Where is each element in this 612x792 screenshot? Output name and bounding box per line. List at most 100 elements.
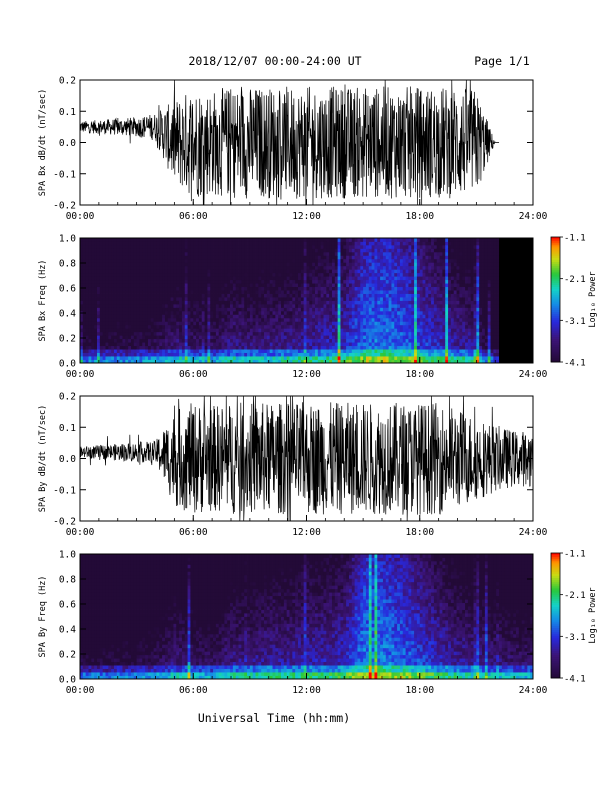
spectrogram-cell — [147, 276, 152, 281]
spectrogram-cell — [465, 300, 469, 305]
spectrogram-cell — [247, 335, 251, 340]
spectrogram-cell — [173, 244, 177, 249]
spectrogram-cell — [402, 314, 406, 319]
spectrogram-cell — [320, 258, 324, 263]
spectrogram-cell — [238, 321, 242, 326]
spectrogram-cell — [326, 290, 330, 294]
spectrogram-cell — [343, 251, 347, 256]
spectrogram-cell — [272, 321, 276, 326]
spectrogram-cell — [303, 269, 307, 274]
spectrogram-cell — [397, 307, 401, 312]
spectrogram-cell — [82, 349, 87, 353]
spectrogram-cell — [184, 349, 188, 353]
spectrogram-cell — [215, 335, 220, 340]
spectrogram-cell — [224, 349, 228, 353]
spectrogram-cell — [85, 269, 89, 274]
spectrogram-cell — [184, 258, 188, 263]
spectrogram-cell — [258, 244, 262, 249]
spectrogram-cell — [425, 293, 429, 298]
spectrogram-cell — [394, 303, 398, 308]
spectrogram-cell — [167, 251, 171, 256]
spectrogram-cell — [244, 241, 248, 246]
spectrogram-cell — [323, 317, 327, 322]
spectrogram-cell — [414, 297, 418, 301]
spectrogram-cell — [173, 276, 177, 281]
spectrogram-cell — [91, 251, 95, 256]
spectrogram-cell — [309, 328, 313, 333]
spectrogram-cell — [278, 321, 282, 326]
spectrogram-cell — [348, 324, 353, 329]
spectrogram-cell — [275, 297, 279, 301]
spectrogram-cell — [113, 328, 118, 333]
spectrogram-cell — [431, 251, 435, 256]
spectrogram-cell — [275, 307, 279, 312]
spectrogram-cell — [323, 307, 327, 312]
spectrogram-cell — [125, 262, 129, 267]
spectrogram-cell — [227, 328, 231, 333]
spectrogram-cell — [230, 310, 234, 315]
spectrogram-cell — [453, 338, 457, 343]
spectrogram-cell — [232, 293, 237, 298]
spectrogram-cell — [255, 297, 259, 301]
spectrogram-cell — [130, 251, 135, 256]
spectrogram-cell — [258, 262, 262, 267]
spectrogram-cell — [298, 349, 302, 353]
spectrogram-cell — [201, 331, 205, 336]
spectrogram-cell — [193, 293, 197, 298]
spectrogram-cell — [380, 297, 384, 301]
spectrogram-cell — [300, 269, 305, 274]
spectrogram-cell — [179, 248, 183, 253]
spectrogram-cell — [122, 293, 126, 298]
spectrogram-cell — [204, 272, 208, 277]
spectrogram-cell — [360, 276, 364, 281]
spectrogram-cell — [351, 331, 356, 336]
spectrogram-cell — [374, 272, 378, 277]
spectrogram-cell — [207, 352, 211, 357]
spectrogram-cell — [88, 314, 92, 319]
spectrogram-cell — [96, 342, 101, 347]
spectrogram-cell — [312, 352, 316, 357]
spectrogram-cell — [232, 338, 237, 343]
spectrogram-cell — [142, 310, 146, 315]
spectrogram-cell — [133, 248, 138, 253]
spectrogram-cell — [85, 238, 89, 242]
spectrogram-cell — [402, 331, 406, 336]
spectrogram-cell — [99, 262, 104, 267]
spectrogram-cell — [303, 244, 307, 249]
spectrogram-cell — [164, 293, 169, 298]
spectrogram-cell — [300, 265, 305, 270]
spectrogram-cell — [232, 342, 237, 347]
spectrogram-cell — [292, 272, 296, 277]
spectrogram-cell — [264, 262, 268, 267]
spectrogram-cell — [439, 307, 443, 312]
spectrogram-cell — [453, 255, 457, 260]
spectrogram-cell — [363, 286, 367, 291]
spectrogram-cell — [442, 272, 446, 277]
spectrogram-cell — [289, 300, 293, 305]
spectrogram-cell — [298, 324, 302, 329]
spectrogram-cell — [147, 255, 152, 260]
spectrogram-cell — [283, 244, 288, 249]
spectrogram-cell — [368, 238, 373, 242]
spectrogram-cell — [241, 342, 245, 347]
spectrogram-cell — [116, 241, 121, 246]
spectrogram-cell — [283, 272, 288, 277]
spectrogram-cell — [215, 286, 220, 291]
spectrogram-cell — [264, 300, 268, 305]
spectrogram-cell — [255, 317, 259, 322]
spectrogram-cell — [436, 248, 440, 253]
spectrogram-cell — [130, 321, 135, 326]
spectrogram-cell — [286, 297, 290, 301]
spectrogram-cell — [162, 317, 166, 322]
spectrogram-cell — [428, 269, 432, 274]
spectrogram-cell — [405, 345, 409, 350]
spectrogram-cell — [232, 269, 237, 274]
spectrogram-cell — [360, 262, 364, 267]
spectrogram-cell — [337, 349, 341, 353]
spectrogram-cell — [405, 269, 409, 274]
spectrogram-cell — [433, 262, 438, 267]
spectrogram-cell — [213, 331, 217, 336]
spectrogram-cell — [317, 248, 322, 253]
spectrogram-cell — [343, 349, 347, 353]
spectrogram-cell — [142, 303, 146, 308]
